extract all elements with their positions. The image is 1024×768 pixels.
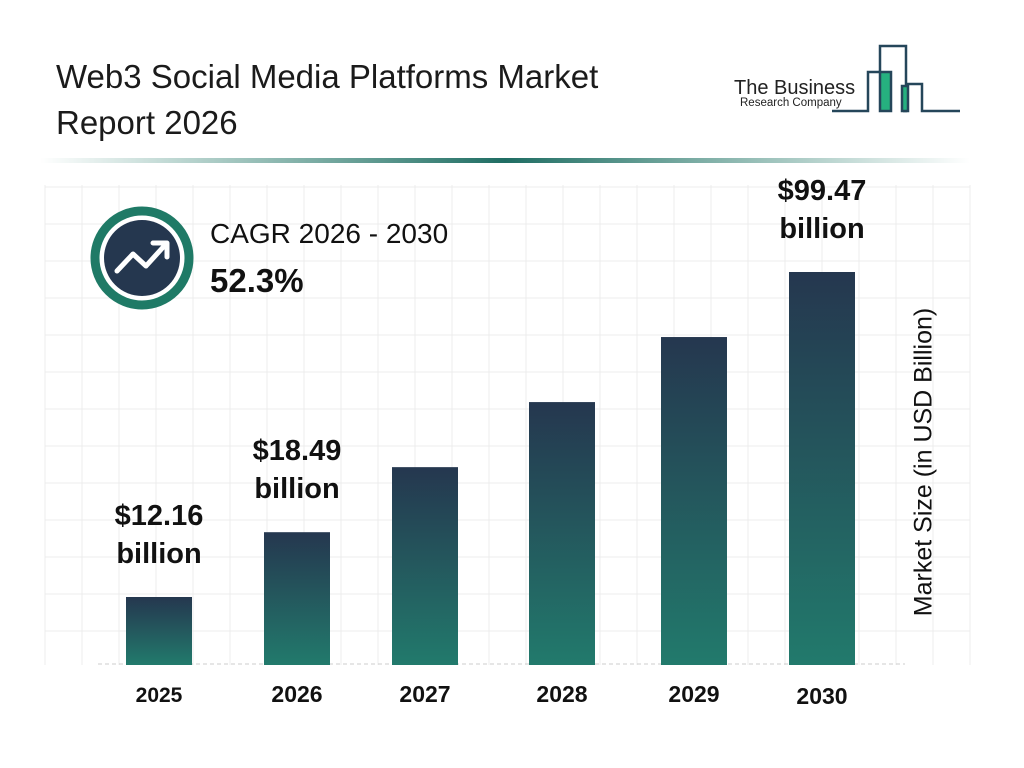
x-tick-label: 2026 xyxy=(271,681,322,707)
bar-2030 xyxy=(789,272,855,665)
x-tick-label: 2028 xyxy=(536,681,587,707)
bar-2028 xyxy=(529,402,595,665)
data-label-unit: billion xyxy=(254,473,339,505)
page-title: Web3 Social Media Platforms Market Repor… xyxy=(56,58,599,141)
data-label-value: $12.16 xyxy=(115,500,204,532)
cagr-label: CAGR 2026 - 2030 xyxy=(210,218,449,249)
svg-text:Research Company: Research Company xyxy=(740,97,842,109)
cagr-value: 52.3% xyxy=(210,262,304,299)
y-axis-label: Market Size (in USD Billion) xyxy=(909,307,938,617)
bar-2027 xyxy=(392,467,458,665)
bar-2025 xyxy=(126,597,192,665)
header-divider xyxy=(40,158,970,163)
x-tick-label: 2030 xyxy=(796,683,847,709)
trending-up-icon xyxy=(90,206,194,310)
bar-2026 xyxy=(264,532,330,665)
x-tick-label: 2029 xyxy=(668,681,719,707)
data-label-value: $99.47 xyxy=(778,175,867,207)
x-tick-label: 2025 xyxy=(136,684,183,707)
data-label-unit: billion xyxy=(116,538,201,570)
svg-text:The Business: The Business xyxy=(734,77,855,99)
x-tick-label: 2027 xyxy=(399,681,450,707)
bar-2029 xyxy=(661,337,727,665)
data-label-unit: billion xyxy=(779,213,864,245)
data-label-value: $18.49 xyxy=(253,435,342,467)
company-logo: The Business Research Company xyxy=(734,44,960,113)
